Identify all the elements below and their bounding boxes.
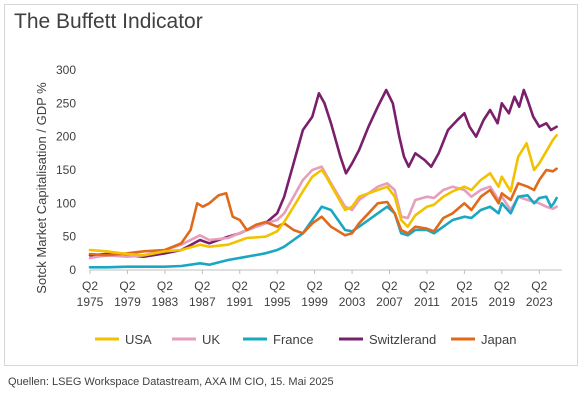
x-tick-year: 1983	[152, 295, 179, 309]
legend-label-france: France	[273, 332, 313, 347]
x-tick-year: 1975	[77, 295, 104, 309]
y-tick-label: 250	[56, 96, 76, 110]
x-tick-year: 1995	[264, 295, 291, 309]
y-tick-label: 100	[56, 196, 76, 210]
x-tick-year: 1991	[226, 295, 253, 309]
x-tick-year: 2011	[414, 295, 440, 309]
x-tick-quarter: Q2	[419, 279, 435, 293]
x-tick-year: 1979	[114, 295, 141, 309]
y-tick-label: 0	[69, 263, 76, 277]
x-tick-year: 2019	[488, 295, 515, 309]
series-line-japan	[88, 167, 558, 257]
x-tick-quarter: Q2	[531, 279, 547, 293]
chart-title: The Buffett Indicator	[14, 10, 203, 33]
x-tick-quarter: Q2	[382, 279, 398, 293]
y-tick-label: 50	[63, 230, 77, 244]
y-axis-label: Sotck Market Capitalisation / GDP %	[34, 82, 49, 294]
series-line-france	[88, 194, 558, 269]
x-tick-quarter: Q2	[119, 279, 135, 293]
series-line-usa	[88, 134, 558, 257]
x-tick-quarter: Q2	[494, 279, 510, 293]
legend-label-switzlerand: Switzlerand	[369, 332, 436, 347]
x-tick-quarter: Q2	[82, 279, 98, 293]
legend-label-usa: USA	[125, 332, 152, 347]
x-tick-quarter: Q2	[344, 279, 360, 293]
x-tick-year: 1999	[301, 295, 328, 309]
x-tick-year: 2007	[376, 295, 403, 309]
x-tick-year: 2003	[339, 295, 366, 309]
y-tick-label: 150	[56, 163, 76, 177]
x-tick-quarter: Q2	[307, 279, 323, 293]
series-line-uk	[88, 165, 558, 260]
x-tick-quarter: Q2	[269, 279, 285, 293]
x-tick-year: 1987	[189, 295, 216, 309]
x-tick-quarter: Q2	[157, 279, 173, 293]
y-tick-label: 200	[56, 130, 76, 144]
source-note: Quellen: LSEG Workspace Datastream, AXA …	[8, 376, 334, 388]
x-tick-quarter: Q2	[456, 279, 472, 293]
legend-label-uk: UK	[202, 332, 220, 347]
x-tick-quarter: Q2	[232, 279, 248, 293]
chart-frame	[4, 4, 578, 366]
legend-label-japan: Japan	[481, 332, 516, 347]
y-tick-label: 300	[56, 63, 76, 77]
x-tick-year: 2023	[526, 295, 553, 309]
x-tick-year: 2015	[451, 295, 478, 309]
x-tick-quarter: Q2	[194, 279, 210, 293]
